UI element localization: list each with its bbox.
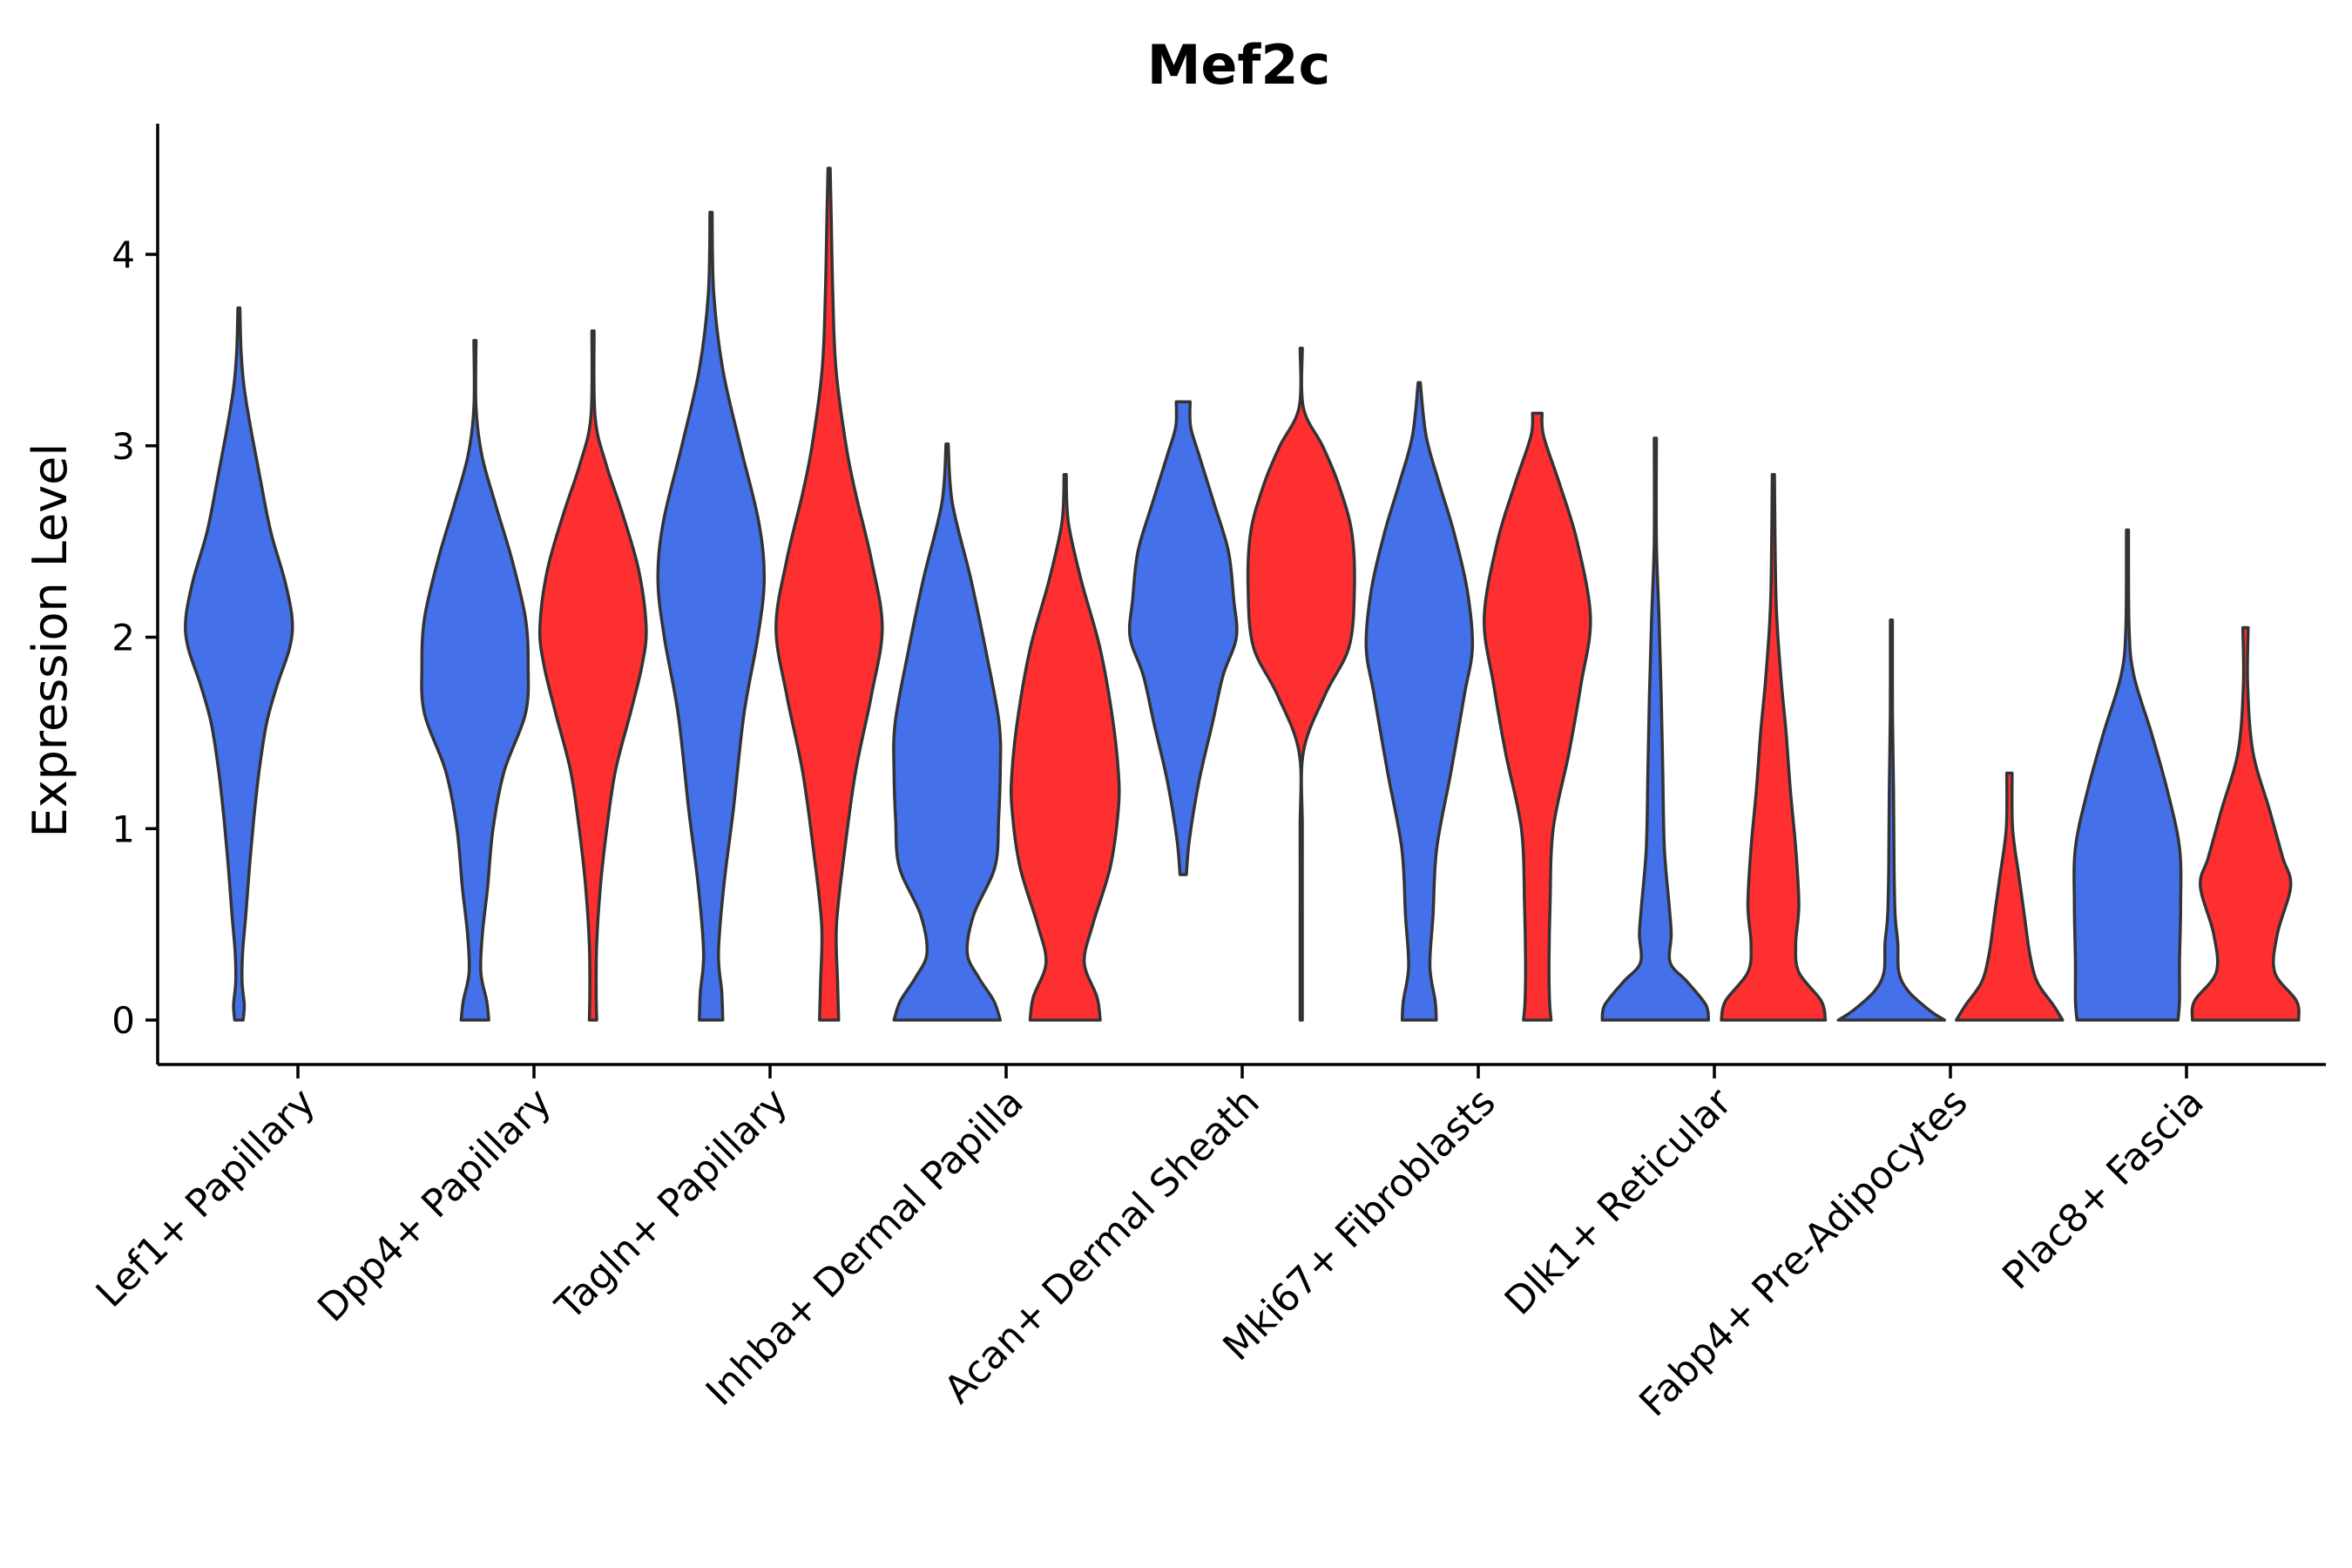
x-tick-label: Plac8+ Fascia: [1994, 1080, 2213, 1299]
y-axis-label: Expression Level: [23, 443, 78, 838]
violin-blue-3: [892, 442, 1003, 1022]
chart-title: Mef2c: [1147, 33, 1331, 97]
x-tick-label: Dpp4+ Papillary: [309, 1080, 560, 1331]
y-axis-ticks: 0 1 2 3 4: [112, 233, 158, 1042]
x-tick-label: Mki67+ Fibroblasts: [1214, 1080, 1504, 1369]
violin-blue-6: [1600, 436, 1711, 1022]
violin-red-2: [774, 166, 884, 1022]
violin-layer: [184, 166, 2301, 1022]
violin-red-6: [1720, 472, 1828, 1022]
violin-red-5: [1483, 411, 1592, 1022]
violin-blue-2: [656, 210, 767, 1022]
y-tick-label: 1: [112, 808, 135, 850]
violin-blue-5: [1364, 381, 1475, 1022]
y-tick-label: 4: [112, 233, 135, 276]
y-tick-label: 0: [112, 999, 135, 1042]
violin-red-8: [2190, 625, 2301, 1022]
x-tick-label: Tagln+ Papillary: [547, 1080, 796, 1329]
violin-blue-4: [1127, 400, 1239, 876]
violin-red-1: [537, 329, 648, 1022]
violin-red-3: [1009, 472, 1121, 1022]
violin-blue-0: [184, 306, 294, 1022]
violin-blue-1: [420, 339, 531, 1022]
violin-blue-7: [1836, 618, 1947, 1022]
y-tick-label: 2: [112, 617, 135, 659]
x-tick-label: Dlk1+ Reticular: [1497, 1079, 1741, 1324]
violin-red-4: [1246, 346, 1356, 1022]
y-tick-label: 3: [112, 425, 135, 468]
x-tick-label: Lef1+ Papillary: [88, 1080, 324, 1316]
violin-blue-8: [2072, 528, 2183, 1022]
violin-red-7: [1955, 771, 2065, 1022]
